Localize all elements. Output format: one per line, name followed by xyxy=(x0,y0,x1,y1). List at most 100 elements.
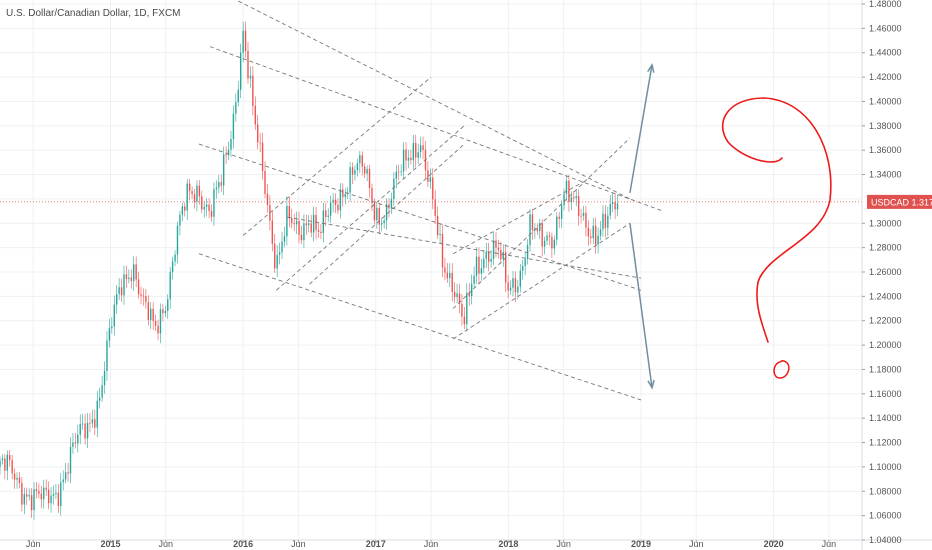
candle-body xyxy=(45,487,47,490)
candle-body xyxy=(303,223,305,241)
x-tick-label: Jun xyxy=(159,539,174,549)
candle-body xyxy=(553,239,556,249)
candle-body xyxy=(86,422,89,439)
candle-body xyxy=(11,460,13,474)
candle-body xyxy=(18,477,21,484)
candle-body xyxy=(395,171,397,179)
candle-body xyxy=(239,52,242,90)
candle-body xyxy=(89,422,91,424)
candle-body xyxy=(40,493,43,500)
trendline-rising-5 xyxy=(452,222,631,340)
candle-body xyxy=(47,489,50,504)
question-mark-annotation xyxy=(721,97,832,379)
candle-body xyxy=(458,293,461,304)
y-tick-label: 1.34000 xyxy=(869,170,902,180)
x-tick-label: Jun xyxy=(424,539,439,549)
candle-body xyxy=(257,124,259,143)
candle-body xyxy=(585,212,587,228)
x-tick-label: 2019 xyxy=(631,539,651,549)
candle-body xyxy=(108,328,111,341)
x-tick-label: Jun xyxy=(26,539,41,549)
candle-body xyxy=(154,320,157,326)
candle-body xyxy=(361,155,363,167)
candle-body xyxy=(529,214,531,246)
candle-body xyxy=(334,199,337,205)
candle-body xyxy=(383,220,385,224)
candle-body xyxy=(526,245,529,259)
candle-body xyxy=(522,265,524,271)
candle-body xyxy=(592,225,594,239)
candle-body xyxy=(366,169,368,174)
candle-body xyxy=(385,204,388,221)
y-tick-label: 1.20000 xyxy=(869,340,902,350)
candle-body xyxy=(16,477,18,480)
candle-body xyxy=(252,75,254,106)
candle-body xyxy=(286,205,288,237)
candle-body xyxy=(539,223,541,232)
candle-body xyxy=(604,213,607,228)
candle-body xyxy=(72,442,74,447)
candle-body xyxy=(140,294,142,296)
candle-body xyxy=(325,210,327,217)
candle-body xyxy=(111,326,113,329)
candle-body xyxy=(305,223,308,226)
candle-body xyxy=(64,472,67,480)
candle-body xyxy=(4,458,6,471)
candle-body xyxy=(101,385,103,398)
candle-body xyxy=(169,271,171,300)
arrow-down-scenario xyxy=(629,223,653,388)
candle-body xyxy=(590,236,592,239)
candle-body xyxy=(519,270,521,287)
y-tick-label: 1.12000 xyxy=(869,438,902,448)
candle-body xyxy=(509,287,512,291)
candle-body xyxy=(393,178,395,199)
candle-body xyxy=(436,215,439,236)
candle-body xyxy=(181,206,184,215)
candle-body xyxy=(298,220,300,235)
candle-body xyxy=(123,274,125,296)
candle-body xyxy=(38,490,40,494)
candle-body xyxy=(371,188,373,204)
candle-body xyxy=(429,177,432,182)
candle-body xyxy=(98,397,101,401)
candle-body xyxy=(116,294,118,305)
candle-body xyxy=(558,216,560,219)
candle-body xyxy=(174,254,176,262)
candle-body xyxy=(254,105,256,125)
candle-body xyxy=(278,252,281,255)
candle-body xyxy=(485,251,487,260)
candle-body xyxy=(249,75,252,79)
candle-body xyxy=(188,183,191,192)
candle-body xyxy=(159,309,162,334)
candle-body xyxy=(466,292,468,325)
candle-body xyxy=(171,261,174,272)
candle-body xyxy=(91,419,94,424)
candle-body xyxy=(60,482,62,506)
candle-body xyxy=(235,102,237,114)
candle-body xyxy=(130,277,132,282)
candle-body xyxy=(208,204,210,211)
candle-body xyxy=(419,145,422,153)
candle-body xyxy=(28,495,30,497)
candle-body xyxy=(152,308,154,321)
candle-body xyxy=(400,171,402,173)
candle-body xyxy=(378,207,380,225)
candle-body xyxy=(179,214,181,226)
candle-body xyxy=(227,149,230,156)
candle-body xyxy=(218,182,220,188)
candle-body xyxy=(359,155,361,164)
candle-body xyxy=(337,204,339,211)
trendline-upper-channel-top xyxy=(198,143,642,291)
candle-body xyxy=(62,479,64,483)
candle-body xyxy=(599,229,602,236)
candle-body xyxy=(327,215,329,217)
question-mark-dot xyxy=(773,360,790,379)
y-tick-label: 1.42000 xyxy=(869,72,902,82)
candles xyxy=(0,21,619,520)
candle-body xyxy=(167,299,169,312)
candle-body xyxy=(339,189,342,211)
y-tick-label: 1.26000 xyxy=(869,267,902,277)
scenario-arrows xyxy=(629,63,655,390)
candle-body xyxy=(193,194,196,202)
x-tick-label: Jun xyxy=(689,539,704,549)
